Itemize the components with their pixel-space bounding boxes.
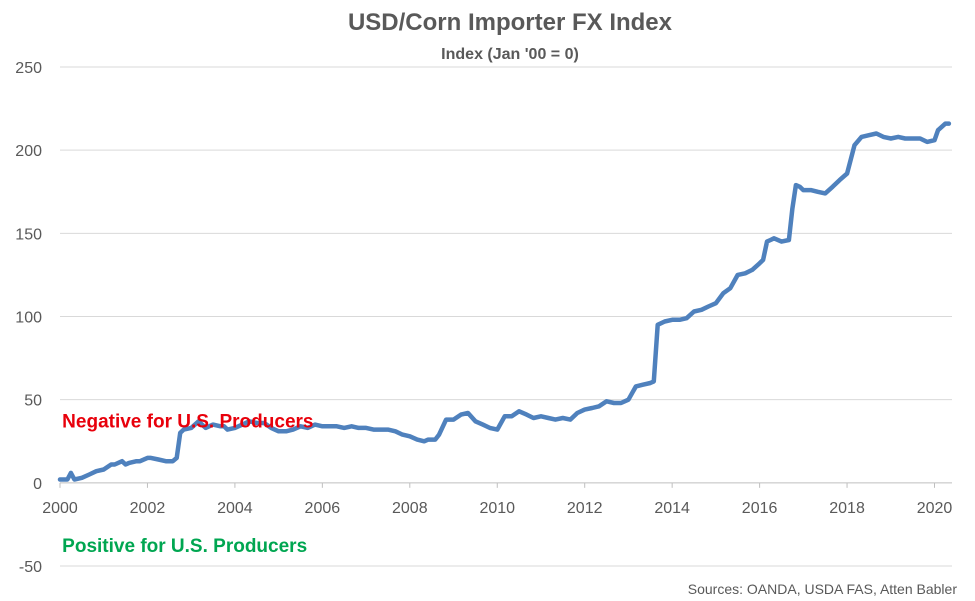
series-layer bbox=[57, 121, 952, 482]
x-tick-label: 2016 bbox=[742, 500, 778, 517]
y-tick-label: 150 bbox=[15, 226, 42, 243]
x-tick-label: 2012 bbox=[567, 500, 603, 517]
x-axis-ticks: 2000 2002 2004 2006 2008 2010 2012 2014 2016 2018… bbox=[42, 482, 953, 517]
x-tick-label: 2014 bbox=[654, 500, 690, 517]
chart-subtitle: Index (Jan '00 = 0) bbox=[441, 46, 579, 63]
y-tick-label: 250 bbox=[15, 60, 42, 77]
x-tick-label: 2004 bbox=[217, 500, 253, 517]
x-tick-label: 2002 bbox=[130, 500, 166, 517]
annotation-label: Positive for U.S. Producers bbox=[62, 536, 307, 557]
chart-title: USD/Corn Importer FX Index bbox=[348, 9, 673, 36]
y-tick-label: 50 bbox=[24, 393, 42, 410]
source-note: Sources: OANDA, USDA FAS, Atten Babler bbox=[688, 581, 958, 597]
x-tick-label: 2020 bbox=[917, 500, 953, 517]
y-tick-label: 0 bbox=[33, 476, 42, 493]
y-tick-label: -50 bbox=[19, 559, 42, 576]
annotations: Negative for U.S. Producers Positive for … bbox=[62, 411, 313, 557]
x-tick-label: 2018 bbox=[829, 500, 865, 517]
y-tick-label: 200 bbox=[15, 143, 42, 160]
x-tick-label: 2010 bbox=[479, 500, 515, 517]
x-tick-label: 2000 bbox=[42, 500, 78, 517]
y-tick-label: 100 bbox=[15, 310, 42, 327]
y-axis-ticks: -50 0 50 100 150 200 250 bbox=[15, 60, 42, 576]
x-tick-label: 2006 bbox=[305, 500, 341, 517]
gridlines bbox=[60, 66, 952, 567]
series-line bbox=[57, 121, 952, 482]
annotation-label: Negative for U.S. Producers bbox=[62, 411, 313, 432]
x-tick-label: 2008 bbox=[392, 500, 428, 517]
